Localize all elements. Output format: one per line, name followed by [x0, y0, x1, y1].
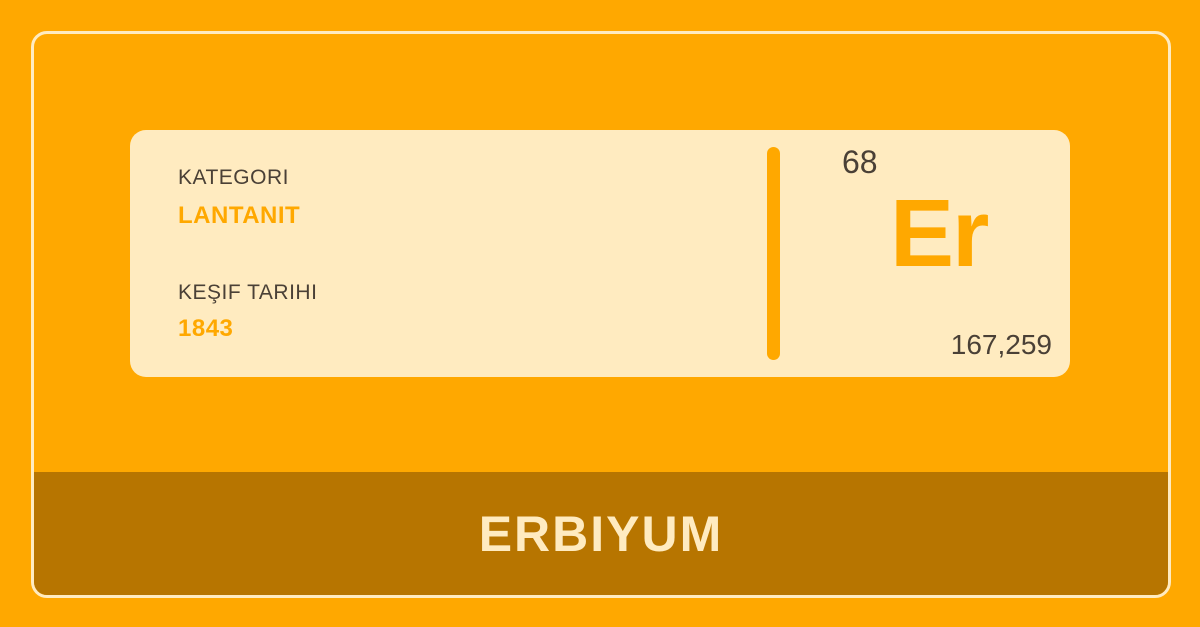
atomic-mass: 167,259 — [950, 329, 1052, 360]
discovery-date-label: KEŞIF TARIHI — [178, 281, 318, 304]
divider — [767, 147, 780, 360]
category-value: LANTANIT — [178, 202, 301, 229]
atomic-number: 68 — [842, 144, 878, 180]
element-symbol: Er — [890, 180, 989, 287]
element-name-bar: ERBIYUM — [34, 472, 1168, 595]
element-card: KATEGORI LANTANIT KEŞIF TARIHI 1843 68 E… — [130, 130, 1070, 377]
discovery-date-value: 1843 — [178, 315, 234, 342]
element-name: ERBIYUM — [478, 505, 724, 562]
element-frame: KATEGORI LANTANIT KEŞIF TARIHI 1843 68 E… — [31, 31, 1171, 598]
category-label: KATEGORI — [178, 166, 289, 189]
